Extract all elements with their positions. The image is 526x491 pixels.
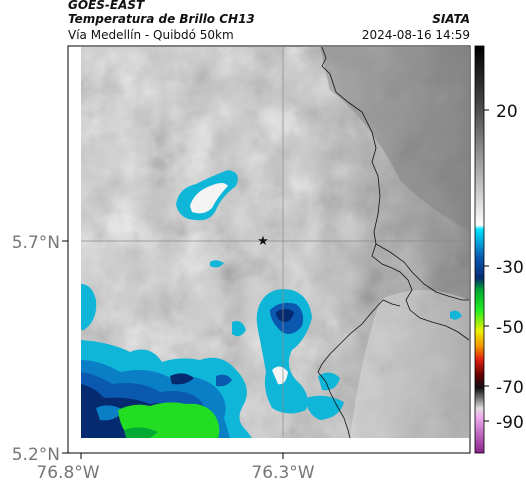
satellite-label: GOES-EAST [68,0,145,12]
colorbar-tick: 20 [496,102,518,122]
colorbar-tick: -50 [496,318,524,338]
y-tick-label: 5.2°N [12,445,60,465]
product-title: Temperatura de Brillo CH13 [68,12,255,26]
colorbar [474,45,485,454]
datetime-label: 2024-08-16 14:59 [361,28,470,42]
star-marker: ★ [257,234,269,249]
colorbar-tick: -30 [496,258,524,278]
x-tick-label: 76.3°W [251,463,314,483]
colorbar-tick: -90 [496,413,524,433]
colorbar-tick: -70 [496,378,524,398]
region-label: Vía Medellín - Quibdó 50km [68,28,234,42]
brightness-temperature-image [81,47,469,438]
agency-label: SIATA [432,12,470,26]
x-tick-label: 76.8°W [36,463,99,483]
y-tick-label: 5.7°N [12,233,60,253]
department-border [321,47,469,341]
